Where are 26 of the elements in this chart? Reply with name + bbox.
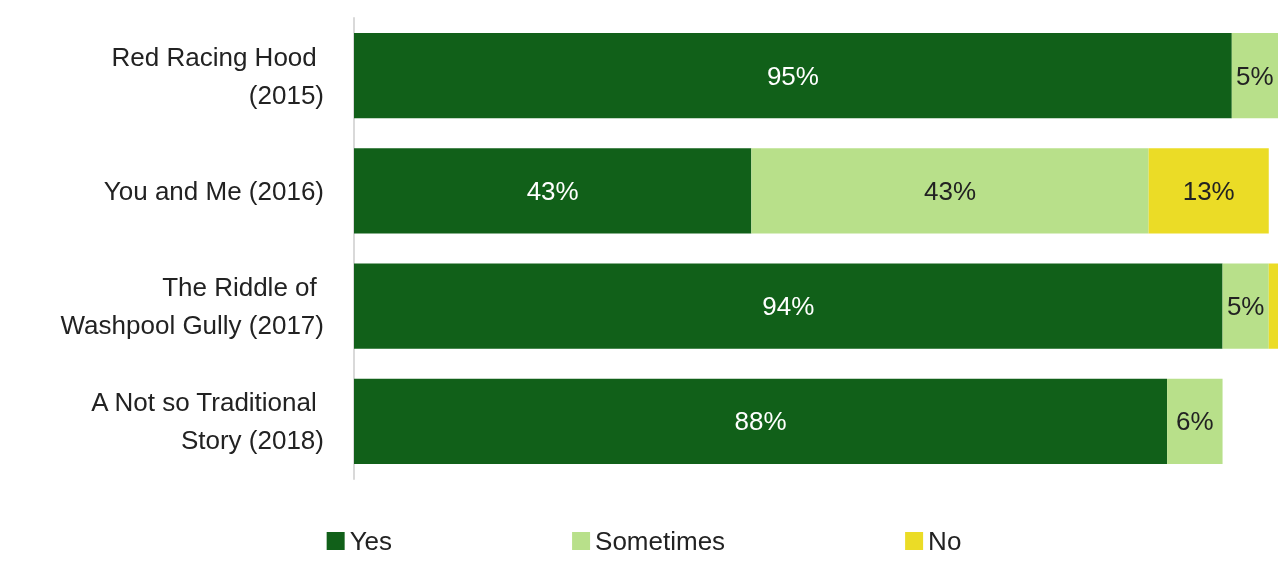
data-label: 94% [762, 291, 815, 322]
data-label: 43% [923, 175, 976, 206]
bar [354, 148, 752, 234]
bar [354, 32, 1232, 119]
y-tick-label: You and Me (2016) [103, 175, 324, 206]
bar [1268, 263, 1278, 349]
data-label: 5% [1226, 291, 1265, 322]
y-tick-label: Red Racing Hood (2015) [111, 41, 324, 110]
bar [1167, 378, 1223, 465]
legend-label: No [928, 526, 962, 556]
data-label: 6% [1176, 406, 1214, 437]
legend-label: Yes [349, 526, 393, 556]
bar [1231, 32, 1278, 119]
bar [354, 263, 1223, 349]
y-tick-label: A Not so Traditional Story (2018) [91, 387, 324, 456]
bar [354, 378, 1168, 465]
legend-label: Sometimes [595, 526, 726, 556]
bar [1148, 148, 1269, 234]
data-label: 43% [526, 175, 579, 206]
y-tick-label: The Riddle of Washpool Gully (2017) [60, 272, 324, 341]
data-label: 88% [734, 406, 787, 437]
data-label: 95% [766, 60, 819, 91]
data-label: 5% [1236, 60, 1274, 91]
data-label: 13% [1182, 175, 1235, 206]
bar [751, 148, 1149, 234]
bar [1222, 263, 1269, 349]
